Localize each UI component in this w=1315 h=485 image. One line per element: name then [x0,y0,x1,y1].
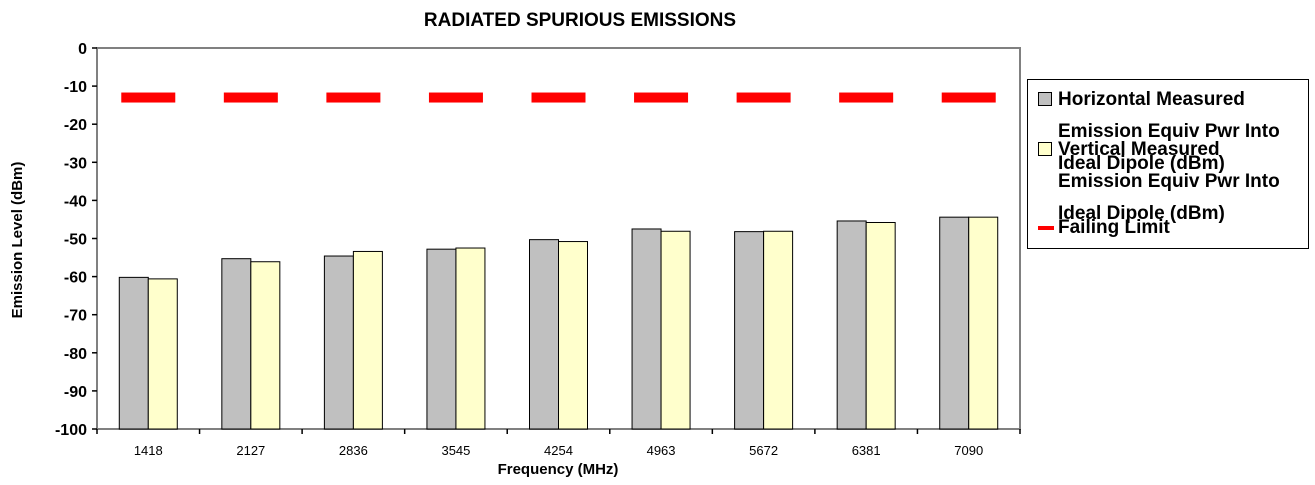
y-tick-label: -40 [64,193,87,210]
bar-vertical [865,221,896,430]
bar-horizontal [426,248,457,430]
bar-vertical [763,230,794,430]
chart-title: RADIATED SPURIOUS EMISSIONS [424,10,736,31]
bar-horizontal [631,228,662,430]
y-tick-label: -30 [64,155,87,172]
x-tick-label: 2836 [339,443,368,458]
x-tick-label: 1418 [134,443,163,458]
x-tick-label: 5672 [749,443,778,458]
failing-limit-segment [428,92,483,103]
legend-label-horizontal: Horizontal Measured Emission Equiv Pwr I… [1058,89,1280,174]
bars [118,216,999,430]
failing-limit-segment [634,92,689,103]
bar-horizontal [939,216,970,430]
bar-horizontal [221,258,252,430]
failing-limit-segment [736,92,791,103]
legend: Horizontal Measured Emission Equiv Pwr I… [1027,79,1309,249]
failing-limit-segment [941,92,996,103]
bar-horizontal [734,231,765,430]
bar-vertical [660,230,691,430]
bar-horizontal [118,276,149,430]
x-tick-label: 4254 [544,443,573,458]
x-tick-label: 3545 [441,443,470,458]
failing-limit-line [121,92,996,103]
y-tick-label: -20 [64,117,87,134]
bar-vertical [558,241,588,430]
legend-swatch-failing-limit [1038,226,1054,230]
bar-vertical [968,216,999,430]
bar-vertical [352,250,383,430]
y-tick-label: -60 [64,270,87,287]
failing-limit-segment [839,92,894,103]
y-tick-label: -80 [64,346,87,363]
y-axis-label: Emission Level (dBm) [9,162,26,319]
x-axis-label: Frequency (MHz) [498,461,619,478]
y-axis-ticks: 0 -10 -20 -30 -40 -50 -60 -70 -80 -90 -100 [55,41,97,439]
bar-horizontal [323,255,354,430]
failing-limit-segment [531,92,586,103]
legend-label-failing-limit: Failing Limit [1058,217,1170,238]
x-tick-label: 6381 [852,443,881,458]
x-tick-label: 2127 [236,443,265,458]
bar-vertical [250,261,281,430]
legend-swatch-horizontal [1038,92,1052,106]
x-tick-label: 4963 [647,443,676,458]
legend-label-vertical: Vertical Measured Emission Equiv Pwr Int… [1058,139,1280,224]
y-tick-label: -50 [64,232,87,249]
bar-horizontal [836,220,867,430]
failing-limit-segment [121,92,176,103]
legend-swatch-vertical [1038,142,1052,156]
x-axis-ticks: 1418 2127 2836 3545 4254 4963 5672 6381 7090 [96,429,1021,458]
y-tick-label: -70 [64,308,87,325]
x-tick-label: 7090 [954,443,983,458]
bar-horizontal [529,239,559,430]
failing-limit-segment [223,92,278,103]
y-tick-label: -10 [64,79,87,96]
failing-limit-segment [326,92,381,103]
y-tick-label: 0 [78,41,87,58]
y-tick-label: -90 [64,384,87,401]
bar-vertical [147,278,178,430]
bar-vertical [455,247,486,430]
y-tick-label: -100 [55,422,87,439]
